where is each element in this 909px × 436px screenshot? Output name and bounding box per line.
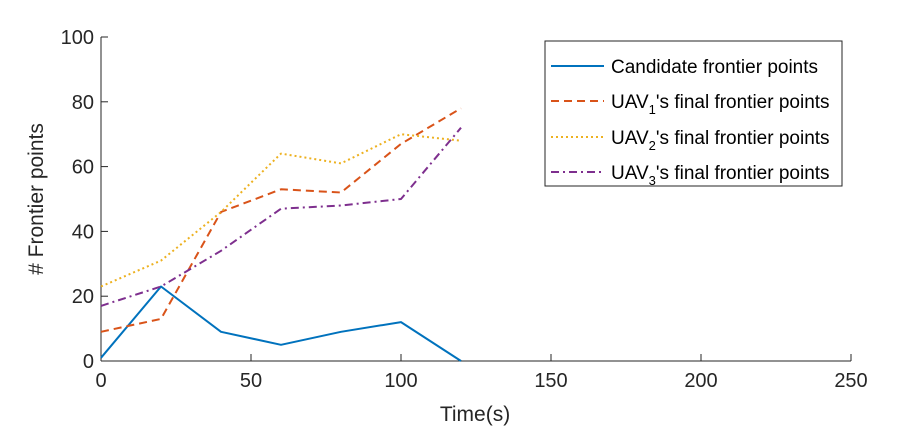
series-line-4 (100, 127, 462, 307)
series-line-1 (100, 285, 462, 362)
x-tick-label: 250 (834, 370, 867, 392)
series-line-3 (100, 133, 462, 288)
y-axis-title: # Frontier points (25, 123, 48, 275)
legend-label-prefix: UAV (611, 128, 649, 149)
x-tick-label: 50 (240, 370, 262, 392)
axes: 0 50 100 150 200 250 0 20 40 60 80 100 (61, 27, 868, 392)
legend-label-suffix: 's final frontier points (656, 163, 830, 184)
legend-label-prefix: UAV (611, 163, 649, 184)
legend-entry-3: UAV2's final frontier points (611, 128, 830, 153)
x-tick-label: 200 (684, 370, 717, 392)
y-tick-label: 80 (72, 92, 94, 114)
legend-label-subscript: 3 (649, 173, 656, 188)
legend-label-suffix: 's final frontier points (656, 128, 830, 149)
series-line-2 (100, 107, 462, 333)
y-tick-label: 40 (72, 221, 94, 243)
legend-label-prefix: UAV (611, 92, 649, 113)
x-tick-label: 150 (534, 370, 567, 392)
legend-label-subscript: 2 (649, 138, 656, 153)
legend-label-prefix: Candidate frontier points (611, 57, 818, 78)
y-tick-label: 60 (72, 157, 94, 179)
legend-label-subscript: 1 (649, 102, 656, 117)
legend-entry-2: UAV1's final frontier points (611, 92, 830, 117)
series-layer (100, 107, 462, 362)
legend-entry-1: Candidate frontier points (611, 57, 818, 78)
legend-entry-4: UAV3's final frontier points (611, 163, 830, 188)
legend-label-suffix: 's final frontier points (656, 92, 830, 113)
x-tick-label: 0 (95, 370, 106, 392)
y-tick-label: 20 (72, 286, 94, 308)
x-axis-title: Time(s) (440, 403, 510, 426)
y-tick-label: 100 (61, 27, 94, 49)
x-tick-label: 100 (384, 370, 417, 392)
y-tick-label: 0 (83, 351, 94, 373)
